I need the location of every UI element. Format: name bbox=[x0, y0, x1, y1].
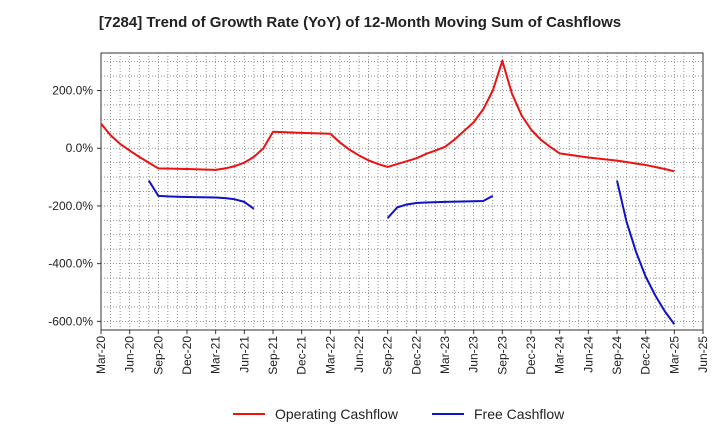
x-tick-label: Dec-22 bbox=[409, 336, 423, 375]
x-tick-label: Jun-23 bbox=[467, 336, 481, 373]
x-tick-label: Jun-24 bbox=[581, 336, 595, 373]
x-tick-label: Sep-23 bbox=[495, 336, 509, 375]
x-tick-label: Sep-21 bbox=[266, 336, 280, 375]
x-tick-label: Mar-24 bbox=[553, 336, 567, 374]
y-tick-label: -200.0% bbox=[48, 199, 93, 213]
x-tick-label: Mar-22 bbox=[323, 336, 337, 374]
x-tick-label: Dec-23 bbox=[524, 336, 538, 375]
x-tick-label: Sep-24 bbox=[610, 336, 624, 375]
x-tick-label: Dec-21 bbox=[295, 336, 309, 375]
y-tick-label: -600.0% bbox=[48, 314, 93, 328]
legend: Operating Cashflow Free Cashflow bbox=[233, 406, 565, 422]
x-tick-label: Jun-25 bbox=[696, 336, 710, 373]
y-tick-label: 200.0% bbox=[52, 84, 93, 98]
legend-label: Free Cashflow bbox=[474, 406, 565, 422]
x-tick-label: Mar-23 bbox=[438, 336, 452, 374]
x-tick-label: Sep-22 bbox=[381, 336, 395, 375]
series-line-operating-cashflow bbox=[100, 59, 675, 173]
x-tick-label: Sep-20 bbox=[151, 336, 165, 375]
x-tick-label: Dec-20 bbox=[180, 336, 194, 375]
grid-layer bbox=[101, 53, 703, 330]
y-tick-labels: 200.0% 0.0% -200.0% -400.0% -600.0% bbox=[48, 84, 101, 328]
y-tick-label: -400.0% bbox=[48, 257, 93, 271]
chart-title: [7284] Trend of Growth Rate (YoY) of 12-… bbox=[98, 14, 622, 31]
x-tick-label: Mar-25 bbox=[667, 336, 681, 374]
x-tick-label: Mar-21 bbox=[209, 336, 223, 374]
y-tick-label: 0.0% bbox=[66, 141, 94, 155]
x-tick-label: Jun-22 bbox=[352, 336, 366, 373]
series-line-free-cashflow bbox=[616, 180, 676, 325]
x-tick-label: Mar-20 bbox=[94, 336, 108, 374]
x-tick-label: Jun-20 bbox=[123, 336, 137, 373]
legend-label: Operating Cashflow bbox=[275, 406, 399, 422]
x-tick-label: Dec-24 bbox=[639, 336, 653, 375]
x-tick-label: Jun-21 bbox=[237, 336, 251, 373]
series-line-free-cashflow bbox=[386, 194, 494, 219]
series-layer bbox=[100, 59, 676, 325]
x-tick-labels: Mar-20 Jun-20 Sep-20 Dec-20 Mar-21 Jun-21 Sep-… bbox=[94, 330, 710, 375]
series-line-free-cashflow bbox=[147, 180, 255, 210]
